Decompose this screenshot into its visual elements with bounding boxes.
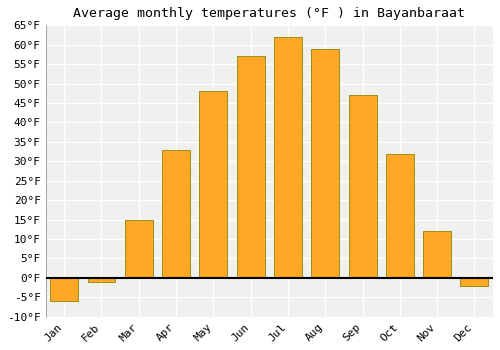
Bar bbox=[460, 278, 488, 286]
Bar bbox=[312, 49, 339, 278]
Bar bbox=[162, 150, 190, 278]
Bar bbox=[50, 278, 78, 301]
Bar bbox=[274, 37, 302, 278]
Bar bbox=[348, 95, 376, 278]
Bar bbox=[125, 220, 153, 278]
Bar bbox=[236, 56, 264, 278]
Bar bbox=[386, 154, 414, 278]
Bar bbox=[423, 231, 451, 278]
Bar bbox=[200, 91, 228, 278]
Title: Average monthly temperatures (°F ) in Bayanbaraat: Average monthly temperatures (°F ) in Ba… bbox=[74, 7, 466, 20]
Bar bbox=[88, 278, 116, 282]
